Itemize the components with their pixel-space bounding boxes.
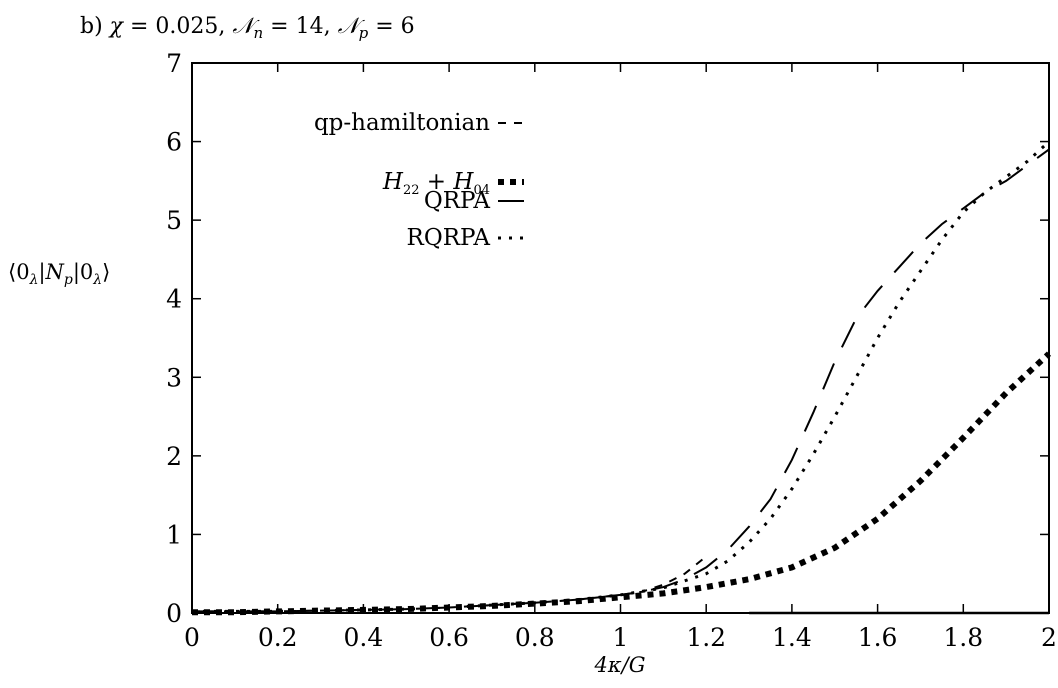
series-line-rqrpa <box>192 140 1051 613</box>
x-tick-label: 1 <box>613 623 629 652</box>
y-tick-label: 2 <box>166 442 182 471</box>
legend-label-rqrpa: RQRPA <box>407 225 491 251</box>
series-line-qrpa <box>192 148 1050 613</box>
x-tick-label: 0.2 <box>258 623 298 652</box>
x-tick-label: 1.8 <box>943 623 983 652</box>
x-tick-label: 1.2 <box>686 623 726 652</box>
x-axis-ticks: 0 0.2 0.4 0.6 0.8 1 1.2 1.4 1.6 1.8 2 <box>184 63 1057 652</box>
legend-label-qrpa: QRPA <box>424 188 491 214</box>
x-tick-label: 0.8 <box>515 623 555 652</box>
series-layer <box>192 140 1052 616</box>
y-tick-label: 4 <box>166 285 182 314</box>
plot-frame <box>191 62 1050 614</box>
y-tick-label: 5 <box>166 206 182 235</box>
y-tick-label: 0 <box>166 599 182 628</box>
x-axis-label: 4κ/G <box>594 653 646 677</box>
y-axis-label: ⟨0λ|Np|0λ⟩ <box>8 260 110 288</box>
legend: qp-hamiltonian H22 + H04 QRPA RQRPA <box>314 110 524 251</box>
svg-text:⟨0λ|Np|0λ⟩: ⟨0λ|Np|0λ⟩ <box>8 260 110 288</box>
x-tick-label: 1.6 <box>858 623 898 652</box>
chart-title: b) χ = 0.025, 𝒩n = 14, 𝒩p = 6 <box>80 14 415 42</box>
y-tick-label: 6 <box>166 128 182 157</box>
x-tick-label: 0 <box>184 623 200 652</box>
legend-samples <box>498 122 524 240</box>
y-axis-ticks: 0 1 2 3 4 5 6 7 <box>166 49 1049 628</box>
y-tick-label: 3 <box>166 363 182 392</box>
series-line-h22-h04 <box>192 351 1052 616</box>
x-tick-label: 0.4 <box>344 623 384 652</box>
x-tick-label: 1.4 <box>772 623 812 652</box>
legend-label-qp-hamiltonian: qp-hamiltonian <box>314 110 490 136</box>
y-tick-label: 7 <box>166 49 182 78</box>
x-tick-label: 2 <box>1041 623 1057 652</box>
x-tick-label: 0.6 <box>429 623 469 652</box>
y-tick-label: 1 <box>166 520 182 549</box>
legend-label-h22-h04: H22 + H04 <box>382 169 490 198</box>
series-line-qp-hamiltonian <box>192 555 707 613</box>
